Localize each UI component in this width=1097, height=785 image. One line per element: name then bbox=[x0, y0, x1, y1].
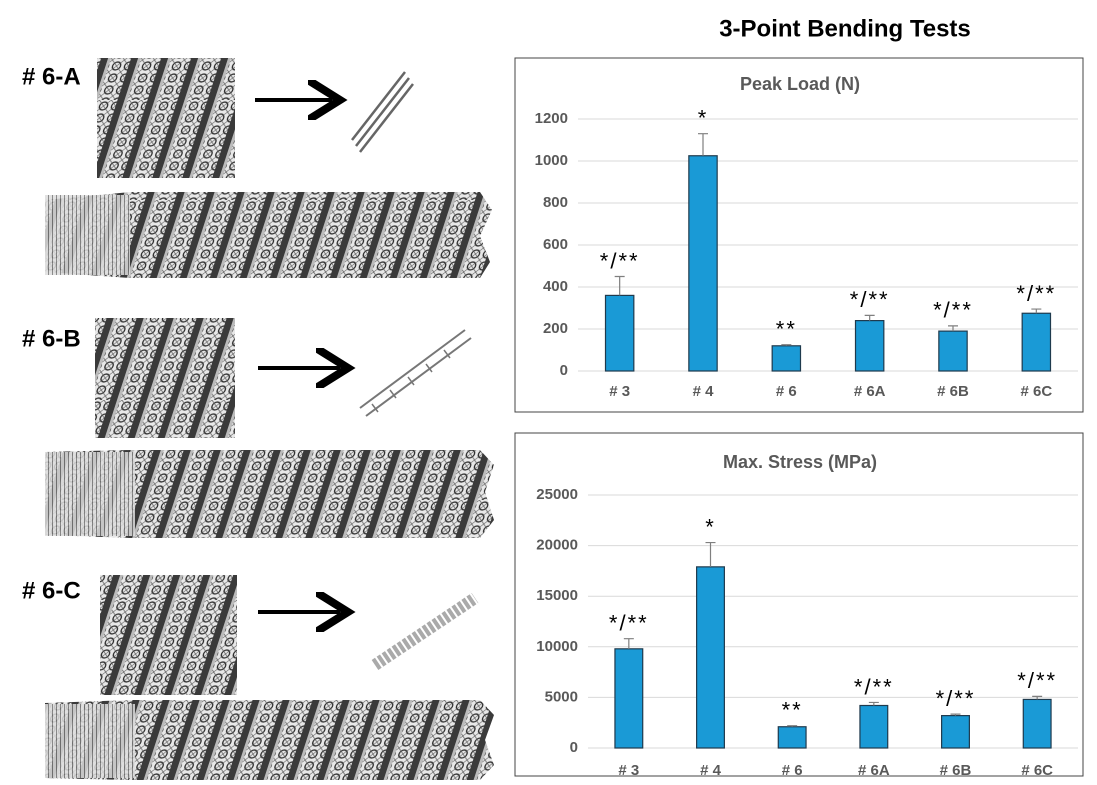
panel-label: # 6-C bbox=[22, 577, 81, 604]
y-tick-label: 10000 bbox=[536, 638, 578, 655]
y-tick-label: 400 bbox=[543, 278, 568, 295]
x-tick-label: # 6C bbox=[1021, 762, 1053, 779]
significance-label: */** bbox=[1017, 668, 1057, 693]
bar bbox=[856, 321, 884, 371]
significance-label: */** bbox=[936, 686, 976, 711]
significance-label: ** bbox=[776, 317, 797, 342]
figure: 3-Point Bending Tests # 6-A # 6-B # 6-C … bbox=[0, 0, 1097, 785]
y-tick-label: 1200 bbox=[535, 110, 568, 127]
y-tick-label: 5000 bbox=[545, 688, 578, 705]
bar bbox=[697, 567, 725, 748]
x-tick-label: # 4 bbox=[693, 383, 715, 400]
screw-head bbox=[45, 704, 135, 778]
y-tick-label: 1000 bbox=[535, 152, 568, 169]
panel-label: # 6-B bbox=[22, 325, 81, 352]
bar bbox=[939, 331, 967, 371]
y-tick-label: 800 bbox=[543, 194, 568, 211]
x-tick-label: # 3 bbox=[618, 762, 639, 779]
chart-title: Peak Load (N) bbox=[740, 74, 860, 94]
bar bbox=[778, 727, 806, 748]
y-tick-label: 20000 bbox=[536, 537, 578, 554]
x-tick-label: # 6B bbox=[940, 762, 972, 779]
rods bbox=[352, 72, 413, 152]
y-tick-label: 0 bbox=[560, 362, 568, 379]
figure-title: 3-Point Bending Tests bbox=[719, 15, 971, 42]
x-tick-label: # 6 bbox=[782, 762, 803, 779]
x-tick-label: # 3 bbox=[609, 383, 630, 400]
x-tick-label: # 4 bbox=[700, 762, 722, 779]
bar bbox=[1023, 699, 1051, 748]
bar bbox=[942, 716, 970, 748]
rods bbox=[360, 330, 471, 416]
bar bbox=[860, 705, 888, 748]
y-tick-label: 25000 bbox=[536, 486, 578, 503]
rods bbox=[375, 598, 475, 665]
x-tick-label: # 6 bbox=[776, 383, 797, 400]
y-tick-label: 15000 bbox=[536, 587, 578, 604]
significance-label: */** bbox=[854, 674, 894, 699]
bar bbox=[689, 156, 717, 371]
screw-detail bbox=[100, 575, 237, 695]
y-tick-label: 600 bbox=[543, 236, 568, 253]
significance-label: ** bbox=[782, 698, 803, 723]
bar bbox=[772, 346, 800, 371]
bar bbox=[1022, 313, 1050, 371]
screw-detail bbox=[95, 318, 235, 438]
y-tick-label: 0 bbox=[570, 739, 578, 756]
significance-label: */** bbox=[850, 287, 890, 312]
panel-label: # 6-A bbox=[22, 63, 81, 90]
significance-label: */** bbox=[609, 611, 649, 636]
screw-head bbox=[45, 452, 135, 536]
illustrations: # 6-A # 6-B # 6-C bbox=[22, 58, 494, 780]
screw-detail bbox=[97, 58, 235, 178]
significance-label: */** bbox=[933, 298, 973, 323]
significance-label: */** bbox=[1016, 281, 1056, 306]
x-tick-label: # 6A bbox=[858, 762, 890, 779]
significance-label: * bbox=[698, 106, 709, 131]
bar bbox=[615, 649, 643, 748]
bar bbox=[606, 295, 634, 371]
chart-frame bbox=[515, 433, 1083, 776]
x-tick-label: # 6B bbox=[937, 383, 969, 400]
chart-title: Max. Stress (MPa) bbox=[723, 452, 877, 472]
x-tick-label: # 6A bbox=[854, 383, 886, 400]
y-tick-label: 200 bbox=[543, 320, 568, 337]
x-tick-label: # 6C bbox=[1020, 383, 1052, 400]
significance-label: */** bbox=[600, 248, 640, 273]
screw-head bbox=[45, 195, 130, 275]
significance-label: * bbox=[705, 514, 716, 539]
